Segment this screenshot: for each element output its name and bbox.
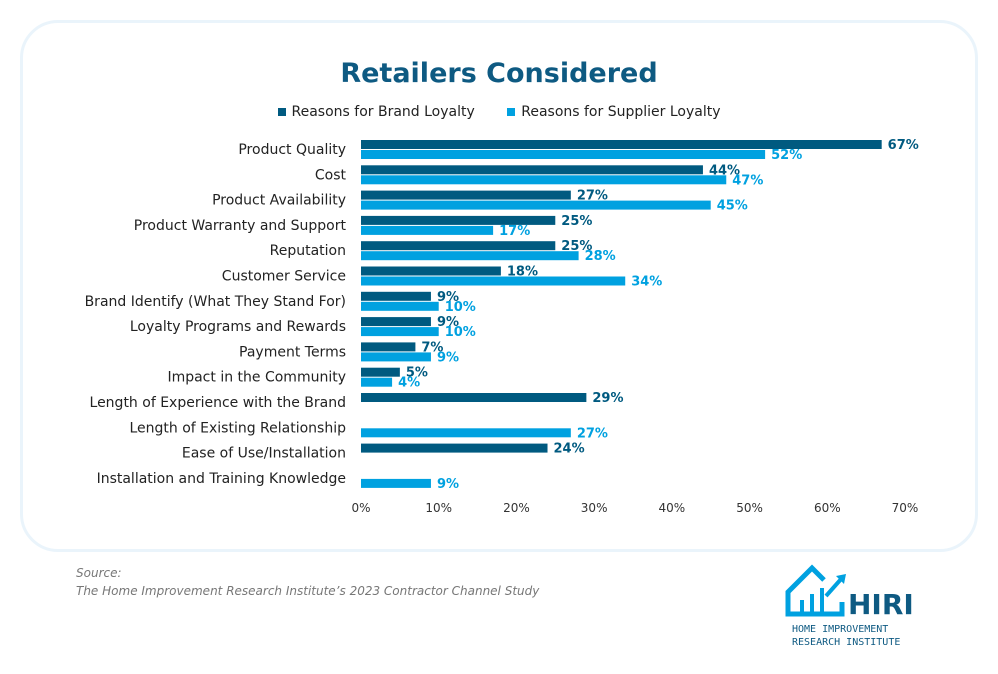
svg-text:RESEARCH INSTITUTE: RESEARCH INSTITUTE [792, 637, 900, 648]
bar-brand [361, 165, 703, 175]
legend-swatch-supplier [507, 108, 516, 116]
bar-brand [361, 291, 431, 301]
source-text: The Home Improvement Research Institute’… [76, 584, 540, 598]
category-label: Ease of Use/Installation [182, 446, 346, 462]
x-tick-label: 40% [659, 501, 686, 515]
data-label: 29% [592, 391, 623, 406]
x-tick-label: 70% [892, 501, 919, 515]
bar-supplier [361, 352, 431, 362]
data-label: 25% [561, 214, 592, 229]
data-label: 7% [421, 340, 443, 355]
bar-brand [361, 215, 556, 225]
bar-chart: Product Quality 67% 52% Cost 44%47% Product A… [85, 138, 919, 515]
bar-supplier [361, 428, 571, 438]
bar-brand [361, 190, 571, 200]
bar-supplier [361, 478, 431, 488]
category-label: Product Warranty and Support [134, 218, 347, 234]
bar-brand [361, 266, 501, 276]
bar-brand [361, 140, 882, 149]
category-label: Reputation [270, 243, 346, 259]
x-tick-label: 50% [736, 501, 763, 515]
chart-title: Retailers Considered [340, 58, 658, 89]
category-label: Payment Terms [239, 344, 346, 360]
legend-item-brand: Reasons for Brand Loyalty [277, 104, 475, 120]
data-label: 27% [577, 189, 608, 204]
bar-brand [361, 393, 587, 402]
data-label: 9% [437, 315, 459, 330]
category-label: Product Quality [238, 142, 346, 158]
legend-label: Reasons for Supplier Loyalty [521, 104, 721, 120]
data-label: 10% [445, 325, 476, 340]
bar-brand [361, 342, 416, 352]
legend: Reasons for Brand Loyalty Reasons for Su… [0, 104, 998, 120]
category-label: Product Availability [212, 193, 346, 209]
category-label: Length of Experience with the Brand [90, 395, 346, 411]
data-label: 5% [406, 366, 428, 381]
data-label: 44% [709, 163, 740, 178]
bar-brand [361, 241, 556, 251]
category-label: Installation and Training Knowledge [97, 471, 346, 487]
x-tick-label: 10% [425, 501, 452, 515]
category-label: Brand Identify (What They Stand For) [85, 294, 346, 310]
svg-text:HOME IMPROVEMENT: HOME IMPROVEMENT [792, 624, 888, 635]
category-label: Length of Existing Relationship [129, 420, 346, 436]
data-label: 9% [437, 290, 459, 305]
data-label: 18% [507, 265, 538, 280]
data-label: 27% [577, 426, 608, 441]
data-label: 25% [561, 239, 592, 254]
bar-supplier [361, 377, 393, 387]
bar-supplier [361, 327, 439, 337]
x-tick-label: 60% [814, 501, 841, 515]
data-label: 52% [771, 148, 802, 163]
house-chart-icon: HIRI HOME IMPROVEMENT RESEARCH INSTITUTE [785, 564, 914, 648]
x-tick-label: 30% [581, 501, 608, 515]
bar-supplier [361, 276, 626, 286]
category-label: Cost [315, 167, 347, 183]
legend-label: Reasons for Brand Loyalty [291, 104, 475, 120]
bar-supplier [361, 175, 727, 185]
category-label: Impact in the Community [167, 370, 346, 386]
data-label: 9% [437, 350, 459, 365]
legend-swatch-brand [277, 108, 286, 116]
data-label: 28% [585, 249, 616, 264]
data-label: 9% [437, 477, 459, 492]
data-label: 47% [732, 173, 763, 188]
chart-card [20, 20, 978, 552]
legend-item-supplier: Reasons for Supplier Loyalty [507, 104, 720, 120]
data-label: 24% [554, 442, 585, 457]
bar-brand [361, 317, 431, 327]
bar-supplier [361, 150, 766, 159]
bar-supplier [361, 251, 579, 261]
bar-supplier [361, 225, 494, 235]
bar-supplier [361, 200, 711, 210]
hiri-logo: HIRI HOME IMPROVEMENT RESEARCH INSTITUTE [782, 562, 932, 656]
bar-brand [361, 367, 400, 377]
bar-supplier [361, 301, 439, 311]
x-tick-label: 20% [503, 501, 530, 515]
x-tick-label: 0% [351, 501, 370, 515]
data-label: 10% [445, 300, 476, 315]
data-label: 4% [398, 376, 420, 391]
data-label: 67% [888, 138, 919, 153]
data-label: 17% [499, 224, 530, 239]
category-label: Loyalty Programs and Rewards [130, 319, 346, 335]
category-label: Customer Service [222, 269, 346, 285]
source-label: Source: [76, 566, 122, 580]
bar-brand [361, 443, 548, 453]
data-label: 34% [631, 275, 662, 290]
svg-text:HIRI: HIRI [848, 588, 914, 621]
data-label: 45% [717, 199, 748, 214]
